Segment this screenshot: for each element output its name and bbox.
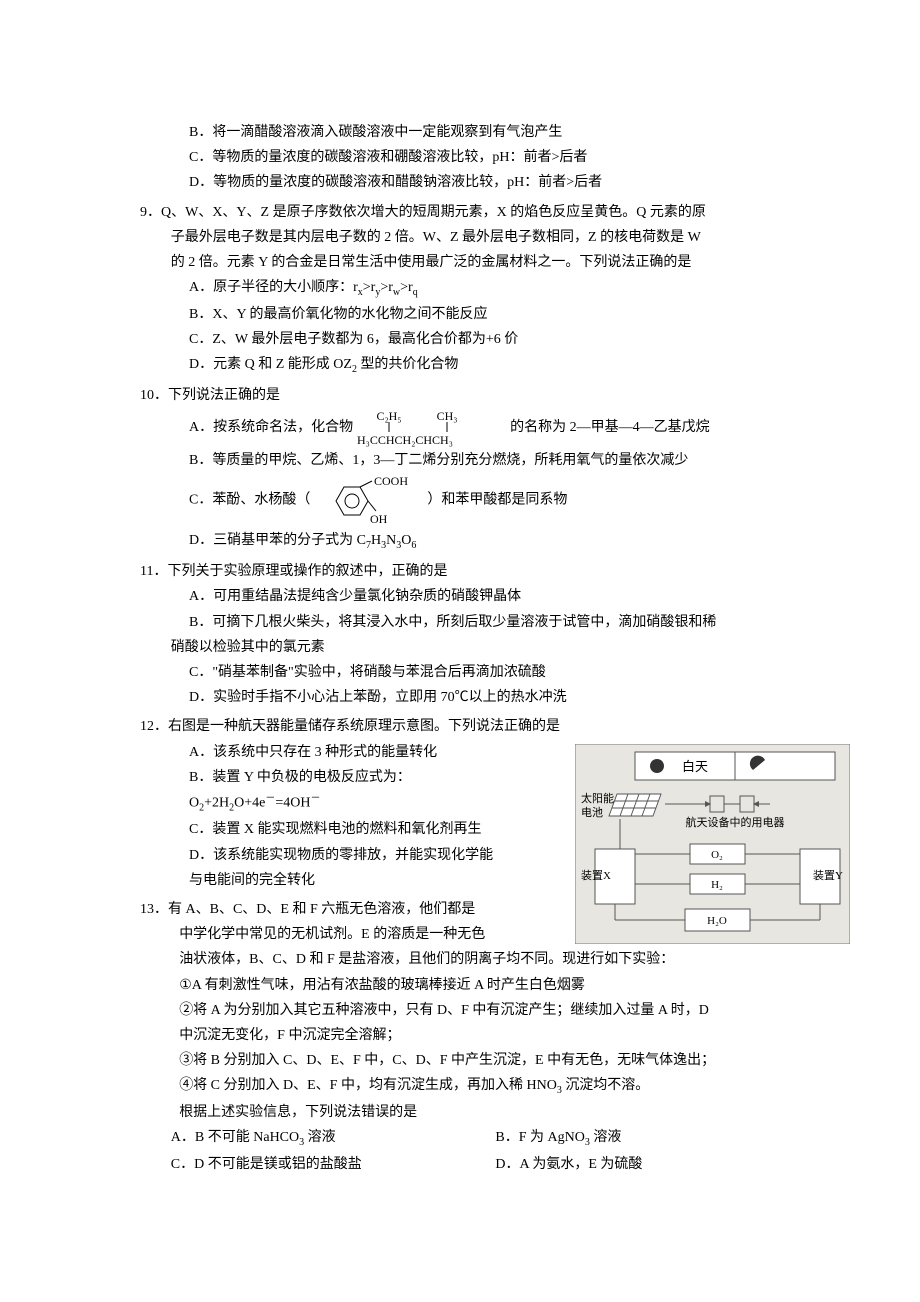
q12-opt-d2: 与电能间的完全转化	[140, 868, 559, 893]
svg-text:太阳能: 太阳能	[581, 791, 614, 805]
q9-stem-2: 子最外层电子数是其内层电子数的 2 倍。W、Z 最外层电子数相同，Z 的核电荷数…	[140, 225, 820, 250]
question-10-block: 10．下列说法正确的是 A．按系统命名法，化合物 C₂H₅ CH₃ H₃CCHC…	[140, 383, 820, 555]
svg-text:装置Y: 装置Y	[813, 869, 843, 882]
q11-opt-d: D．实验时手指不小心沾上苯酚，立即用 70℃以上的热水冲洗	[140, 685, 820, 710]
svg-text:白天: 白天	[682, 759, 708, 774]
question-8-block: B．将一滴醋酸溶液滴入碳酸溶液中一定能观察到有气泡产生 C．等物质的量浓度的碳酸…	[140, 120, 820, 196]
q8-opt-c: C．等物质的量浓度的碳酸溶液和硼酸溶液比较，pH：前者>后者	[140, 145, 820, 170]
question-9-block: 9．Q、W、X、Y、Z 是原子序数依次增大的短周期元素，X 的焰色反应呈黄色。Q…	[140, 200, 820, 380]
q12-eq: O2+2H2O+4e－=4OH－	[140, 790, 559, 817]
q10-opt-b: B．等质量的甲烷、乙烯、1，3—丁二烯分别充分燃烧，所耗用氧气的量依次减少	[140, 448, 820, 473]
q9-stem-1: 9．Q、W、X、Y、Z 是原子序数依次增大的短周期元素，X 的焰色反应呈黄色。Q…	[140, 200, 820, 225]
q10-opt-a: A．按系统命名法，化合物 C₂H₅ CH₃ H₃CCHCH₂CHCH₃ 的名称为…	[140, 408, 820, 448]
svg-text:H₂: H₂	[711, 879, 723, 891]
q13-opt-c: C．D 不可能是镁或铝的盐酸盐	[171, 1152, 496, 1177]
q12-opt-b: B．装置 Y 中负极的电极反应式为：	[140, 765, 559, 790]
q10-opt-d: D．三硝基甲苯的分子式为 C7H3N3O6	[140, 528, 820, 555]
q8-opt-d: D．等物质的量浓度的碳酸溶液和醋酸钠溶液比较，pH：前者>后者	[140, 170, 820, 195]
q13-l6: ③将 B 分别加入 C、D、E、F 中，C、D、F 中产生沉淀，E 中有无色，无…	[140, 1048, 820, 1073]
svg-text:电池: 电池	[581, 806, 603, 819]
q13-opts-row1: A．B 不可能 NaHCO3 溶液 B．F 为 AgNO3 溶液	[140, 1125, 820, 1152]
svg-text:H₂O: H₂O	[707, 915, 727, 927]
svg-text:CH₃: CH₃	[436, 409, 457, 423]
svg-text:OH: OH	[370, 512, 388, 526]
q10-stem: 10．下列说法正确的是	[140, 383, 820, 408]
svg-text:C₂H₅: C₂H₅	[376, 409, 401, 423]
q9-stem-3: 的 2 倍。元素 Y 的合金是日常生活中使用最广泛的金属材料之一。下列说法正确的…	[140, 250, 820, 275]
question-12-block: 12．右图是一种航天器能量储存系统原理示意图。下列说法正确的是 A．该系统中只存…	[140, 714, 820, 893]
q13-l4: ②将 A 为分别加入其它五种溶液中，只有 D、F 中有沉淀产生；继续加入过量 A…	[140, 998, 820, 1023]
q11-opt-a: A．可用重结晶法提纯含少量氯化钠杂质的硝酸钾晶体	[140, 584, 820, 609]
q9-opt-a: A．原子半径的大小顺序：rx>ry>rw>rq	[140, 275, 820, 302]
question-11-block: 11．下列关于实验原理或操作的叙述中，正确的是 A．可用重结晶法提纯含少量氯化钠…	[140, 559, 820, 710]
q13-opt-b: B．F 为 AgNO3 溶液	[495, 1125, 820, 1152]
q11-opt-b1: B．可摘下几根火柴头，将其浸入水中，所刻后取少量溶液于试管中，滴加硝酸银和稀	[140, 610, 820, 635]
q10-opt-c: C．苯酚、水杨酸（ COOH OH ）和苯甲酸都是同系物	[140, 473, 820, 528]
q13-opt-d: D．A 为氨水，E 为硫酸	[495, 1152, 820, 1177]
q9-opt-c: C．Z、W 最外层电子数都为 6，最高化合价都为+6 价	[140, 327, 820, 352]
q13-l3: ①A 有刺激性气味，用沾有浓盐酸的玻璃棒接近 A 时产生白色烟雾	[140, 973, 820, 998]
q13-l2: 油状液体，B、C、D 和 F 是盐溶液，且他们的阴离子均不同。现进行如下实验：	[140, 947, 820, 972]
salicylic-structure-icon: COOH OH	[314, 473, 424, 528]
svg-text:航天设备中的用电器: 航天设备中的用电器	[686, 815, 785, 829]
q13-l5: 中沉淀无变化，F 中沉淀完全溶解；	[140, 1023, 820, 1048]
q13-opts-row2: C．D 不可能是镁或铝的盐酸盐 D．A 为氨水，E 为硫酸	[140, 1152, 820, 1177]
q8-opt-b: B．将一滴醋酸溶液滴入碳酸溶液中一定能观察到有气泡产生	[140, 120, 820, 145]
q13-opt-a: A．B 不可能 NaHCO3 溶液	[171, 1125, 496, 1152]
q12-stem: 12．右图是一种航天器能量储存系统原理示意图。下列说法正确的是	[140, 714, 820, 739]
q12-opt-a: A．该系统中只存在 3 种形式的能量转化	[140, 740, 559, 765]
q11-opt-c: C．"硝基苯制备"实验中，将硝酸与苯混合后再滴加浓硫酸	[140, 660, 820, 685]
structural-formula-icon: C₂H₅ CH₃ H₃CCHCH₂CHCH₃	[357, 408, 507, 448]
q13-l8: 根据上述实验信息，下列说法错误的是	[140, 1100, 820, 1125]
q12-opt-c: C．装置 X 能实现燃料电池的燃料和氧化剂再生	[140, 817, 559, 842]
q12-opt-d1: D．该系统能实现物质的零排放，并能实现化学能	[140, 843, 559, 868]
svg-text:H₃CCHCH₂CHCH₃: H₃CCHCH₂CHCH₃	[357, 433, 453, 447]
q9-opt-d: D．元素 Q 和 Z 能形成 OZ2 型的共价化合物	[140, 352, 820, 379]
q13-l7: ④将 C 分别加入 D、E、F 中，均有沉淀生成，再加入稀 HNO3 沉淀均不溶…	[140, 1073, 820, 1100]
svg-text:装置X: 装置X	[581, 869, 611, 882]
q11-opt-b2: 硝酸以检验其中的氯元素	[140, 635, 820, 660]
svg-text:COOH: COOH	[374, 474, 408, 488]
svg-text:O₂: O₂	[711, 849, 723, 861]
q9-opt-b: B．X、Y 的最高价氧化物的水化物之间不能反应	[140, 302, 820, 327]
q11-stem: 11．下列关于实验原理或操作的叙述中，正确的是	[140, 559, 820, 584]
energy-system-diagram: 白天 太阳能 电池 航天设备中的用电器 装置X 装置Y O₂	[575, 744, 850, 944]
